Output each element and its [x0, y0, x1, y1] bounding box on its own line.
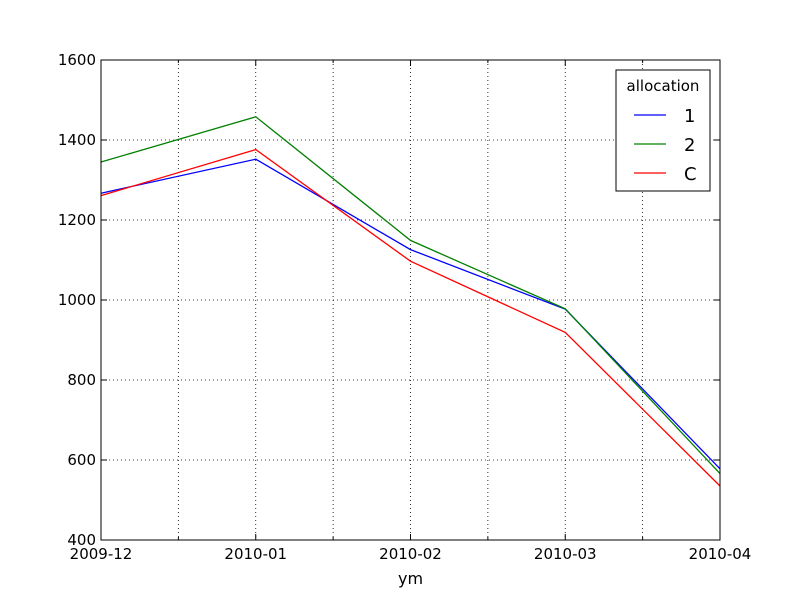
y-tick-label: 400 [67, 531, 96, 549]
legend-label-C: C [684, 164, 697, 185]
y-tick-label: 600 [67, 451, 96, 469]
x-tick-label: 2010-04 [689, 545, 752, 563]
x-tick-label: 2009-12 [70, 545, 133, 563]
axis-ticks: 2009-12 2010-01 2010-02 2010-03 2010-04 400 60… [58, 51, 752, 563]
legend-label-1: 1 [684, 106, 695, 127]
y-tick-label: 800 [67, 371, 96, 389]
y-tick-label: 1600 [58, 51, 96, 69]
legend: allocation 1 2 C [615, 69, 711, 192]
x-tick-label: 2010-01 [224, 545, 287, 563]
legend-box [615, 69, 711, 192]
legend-label-2: 2 [684, 135, 695, 156]
series-lines [100, 116, 721, 487]
series-line-2 [100, 116, 721, 475]
x-tick-label: 2010-03 [534, 545, 597, 563]
series-line-1 [100, 158, 721, 470]
x-axis-label: ym [398, 569, 423, 588]
legend-title: allocation [627, 77, 700, 95]
y-tick-label: 1200 [58, 211, 96, 229]
series-line-C [100, 148, 721, 487]
x-tick-label: 2010-02 [379, 545, 442, 563]
y-tick-label: 1000 [58, 291, 96, 309]
y-tick-label: 1400 [58, 131, 96, 149]
